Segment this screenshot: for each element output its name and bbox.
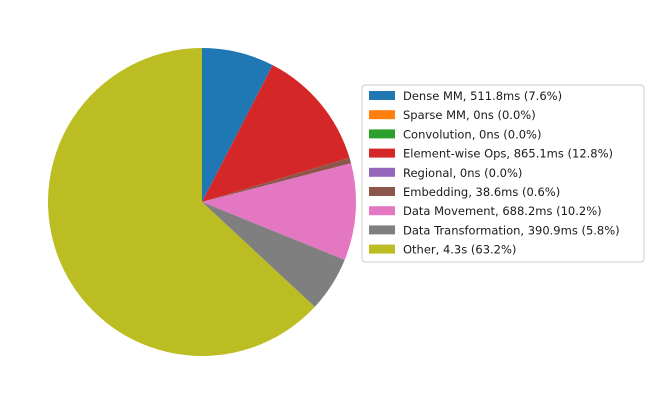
legend-swatch-8 — [369, 244, 395, 254]
legend-frame — [361, 84, 645, 263]
legend-label-2: Convolution, 0ns (0.0%) — [403, 127, 541, 141]
pie-slice-8 — [48, 48, 315, 356]
legend-swatch-0 — [369, 91, 395, 100]
pie-slice-3 — [202, 65, 350, 202]
pie-slices — [48, 48, 356, 356]
legend-label-8: Other, 4.3s (63.2%) — [403, 243, 516, 257]
legend: Dense MM, 511.8ms (7.6%) Sparse MM, 0ns (… — [361, 84, 645, 263]
legend-swatch-3 — [369, 148, 395, 158]
legend-label-7: Data Transformation, 390.9ms (5.8%) — [403, 223, 620, 237]
legend-label-5: Embedding, 38.6ms (0.6%) — [403, 185, 560, 199]
legend-label-1: Sparse MM, 0ns (0.0%) — [403, 108, 536, 122]
legend-swatch-7 — [369, 225, 395, 235]
legend-label-6: Data Movement, 688.2ms (10.2%) — [403, 204, 602, 218]
pie-slice-5 — [202, 157, 352, 202]
legend-swatch-5 — [369, 187, 395, 196]
pie-slice-7 — [202, 202, 345, 307]
pie-slice-6 — [202, 163, 356, 260]
legend-swatch-2 — [369, 129, 395, 139]
legend-swatch-1 — [369, 110, 395, 120]
legend-swatch-6 — [369, 206, 395, 216]
legend-label-0: Dense MM, 511.8ms (7.6%) — [403, 89, 562, 103]
legend-swatch-4 — [369, 167, 395, 177]
pie-slice-0 — [202, 48, 273, 202]
legend-label-4: Regional, 0ns (0.0%) — [403, 166, 522, 180]
legend-label-3: Element-wise Ops, 865.1ms (12.8%) — [403, 147, 613, 161]
